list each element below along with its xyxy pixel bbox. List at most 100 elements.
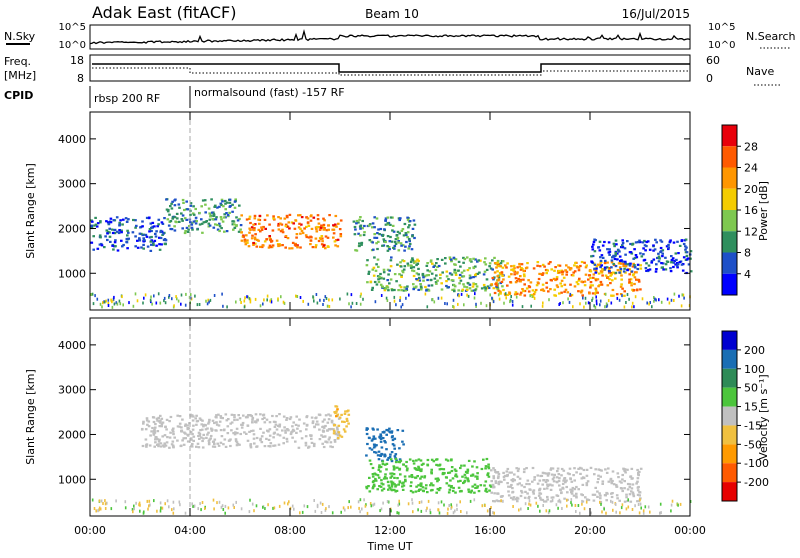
data-point <box>560 285 564 288</box>
data-point <box>504 264 507 267</box>
data-point <box>457 486 461 489</box>
data-point <box>132 218 135 222</box>
data-point <box>626 468 629 471</box>
ground-scatter-point <box>654 297 656 301</box>
data-point <box>467 488 470 491</box>
data-point <box>629 262 632 265</box>
data-point <box>521 288 524 291</box>
data-point <box>315 230 319 233</box>
data-point <box>543 265 546 268</box>
ground-scatter-point <box>222 304 224 308</box>
data-point <box>269 442 273 445</box>
data-point <box>204 428 208 431</box>
data-point <box>166 218 170 221</box>
ground-scatter-point <box>621 503 624 507</box>
data-point <box>452 288 456 291</box>
data-point <box>281 231 285 234</box>
ground-scatter-point <box>379 509 381 513</box>
data-point <box>145 419 149 422</box>
data-point <box>282 415 286 418</box>
data-point <box>549 500 553 503</box>
data-point <box>181 227 184 230</box>
ground-scatter-point <box>562 301 564 305</box>
data-point <box>248 215 252 218</box>
data-point <box>208 212 211 215</box>
data-point <box>316 423 320 426</box>
data-point <box>389 278 393 281</box>
data-point <box>599 475 602 478</box>
data-point <box>368 239 372 242</box>
data-point <box>630 467 634 470</box>
ground-scatter-point <box>171 297 173 301</box>
data-point <box>420 286 423 289</box>
data-point <box>249 446 253 449</box>
data-point <box>621 241 625 245</box>
data-point <box>298 418 301 421</box>
data-point <box>231 223 235 226</box>
data-point <box>388 240 392 243</box>
data-point <box>301 231 305 235</box>
data-point <box>570 491 573 494</box>
data-point <box>246 439 250 442</box>
data-point <box>371 222 375 225</box>
data-point <box>238 443 241 446</box>
data-point <box>558 477 561 480</box>
data-point <box>594 287 598 290</box>
data-point <box>616 258 619 261</box>
data-point <box>365 432 369 436</box>
data-point <box>390 485 394 488</box>
data-point <box>551 478 555 481</box>
data-point <box>254 238 257 241</box>
data-point <box>507 275 511 278</box>
data-point <box>661 249 665 252</box>
ground-scatter-point <box>247 295 249 299</box>
ground-scatter-point <box>139 503 141 507</box>
data-point <box>635 256 639 259</box>
data-point <box>636 493 640 496</box>
ground-scatter-point <box>151 302 153 306</box>
data-point <box>300 223 303 226</box>
data-point <box>512 264 516 267</box>
data-point <box>484 489 487 492</box>
ground-scatter-point <box>570 501 572 505</box>
data-point <box>295 431 298 434</box>
data-point <box>475 285 479 288</box>
data-point <box>595 267 598 270</box>
data-point <box>537 277 541 281</box>
data-point <box>608 248 611 251</box>
data-point <box>573 467 576 470</box>
data-point <box>176 439 179 442</box>
ground-scatter-point <box>399 296 402 300</box>
freq-label: Freq. <box>4 55 31 68</box>
data-point <box>607 241 611 244</box>
ground-scatter-point <box>270 300 273 304</box>
data-point <box>553 269 556 272</box>
data-point <box>282 436 286 439</box>
data-point <box>591 292 595 295</box>
data-point <box>118 223 121 226</box>
data-point <box>592 499 596 502</box>
ground-scatter-point <box>267 503 269 507</box>
data-point <box>631 243 634 246</box>
data-point <box>409 484 413 488</box>
data-point <box>626 263 630 266</box>
data-point <box>629 500 633 503</box>
data-point <box>149 222 153 225</box>
data-point <box>636 468 639 472</box>
ground-scatter-point <box>457 302 459 306</box>
ground-scatter-point <box>512 505 514 508</box>
data-point <box>631 288 634 291</box>
data-point <box>645 269 648 272</box>
data-point <box>318 413 321 416</box>
ground-scatter-point <box>618 298 621 302</box>
ground-scatter-point <box>625 301 627 304</box>
data-point <box>384 287 387 290</box>
cpid-label: CPID <box>4 89 33 102</box>
data-point <box>664 268 668 271</box>
ground-scatter-point <box>360 292 362 296</box>
data-point <box>252 433 256 436</box>
data-point <box>458 273 462 277</box>
ground-scatter-point <box>90 293 93 296</box>
data-point <box>593 238 596 241</box>
data-point <box>438 463 442 466</box>
